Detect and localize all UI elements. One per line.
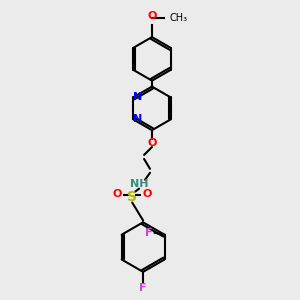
Text: F: F bbox=[145, 228, 152, 238]
Text: N: N bbox=[134, 114, 143, 124]
Text: F: F bbox=[139, 283, 147, 293]
Text: NH: NH bbox=[130, 179, 148, 189]
Text: O: O bbox=[147, 138, 157, 148]
Text: O: O bbox=[147, 11, 157, 21]
Text: N: N bbox=[134, 92, 143, 103]
Text: O: O bbox=[112, 189, 122, 199]
Text: S: S bbox=[127, 190, 137, 204]
Text: CH₃: CH₃ bbox=[170, 13, 188, 23]
Text: O: O bbox=[142, 189, 152, 199]
